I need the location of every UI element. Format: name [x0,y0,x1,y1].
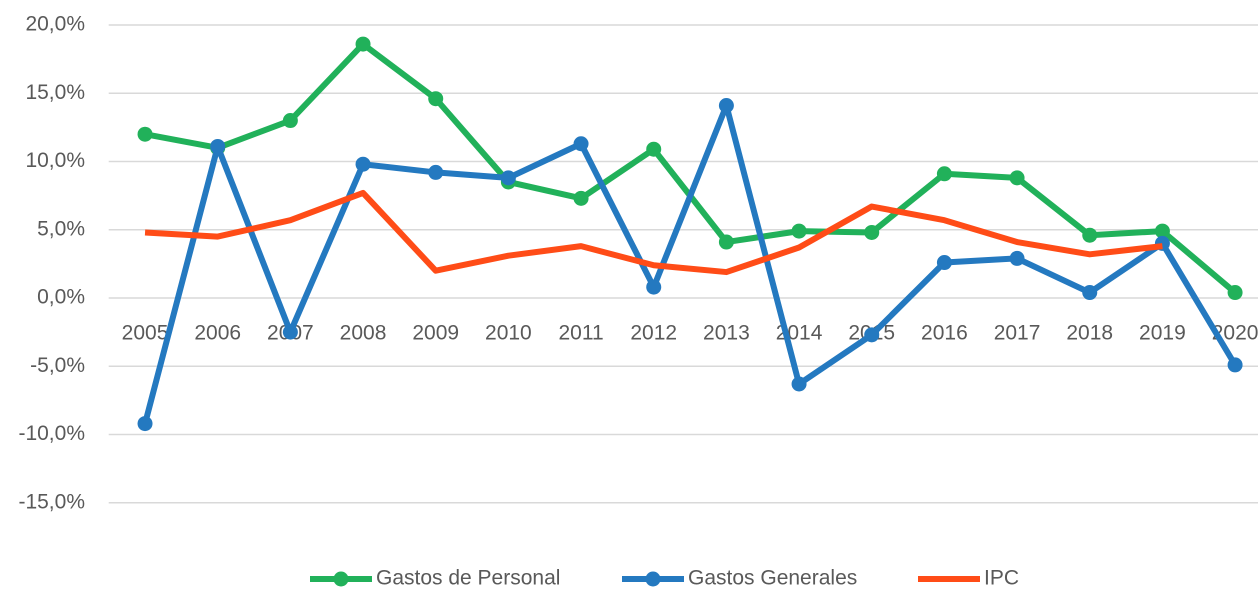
x-tick-label: 2005 [122,322,169,345]
x-tick-label: 2020 [1212,322,1258,345]
data-point [282,324,298,340]
x-tick-label: 2018 [1066,322,1113,345]
data-point [1009,170,1025,186]
data-point [428,91,444,107]
y-tick-label: 15,0% [25,81,85,104]
y-tick-label: 20,0% [25,13,85,36]
legend-label: Gastos Generales [688,567,857,590]
data-point [1227,285,1243,301]
data-point [282,113,298,129]
y-tick-label: 0,0% [37,286,85,309]
data-point [355,156,371,172]
data-point [864,224,880,240]
data-point [864,327,880,343]
data-point [936,255,952,271]
data-point [646,279,662,295]
data-point [500,170,516,186]
x-tick-label: 2019 [1139,322,1186,345]
data-point [428,164,444,180]
data-point [573,136,589,152]
x-tick-label: 2011 [558,322,603,345]
series-line [144,41,1238,295]
data-point [1154,223,1170,239]
data-point [137,126,153,142]
legend-marker [645,571,661,587]
x-tick-label: 2009 [412,322,459,345]
y-tick-label: -5,0% [30,354,85,377]
data-point [1082,227,1098,243]
y-tick-label: -15,0% [18,490,85,513]
data-point [1009,250,1025,266]
data-point [791,376,807,392]
legend-label: IPC [984,567,1019,590]
data-point [646,141,662,157]
y-tick-label: 10,0% [25,149,85,172]
x-tick-label: 2012 [630,322,677,345]
series-line [144,189,1163,276]
x-tick-label: 2016 [921,322,968,345]
x-tick-label: 2017 [994,322,1041,345]
legend-label: Gastos de Personal [376,567,560,590]
data-point [355,36,371,52]
series-line [142,102,1238,425]
data-point [718,98,734,114]
data-point [573,190,589,206]
data-point [137,416,153,432]
data-point [791,223,807,239]
y-tick-label: 5,0% [37,217,85,240]
y-tick-label: -10,0% [18,422,85,445]
x-tick-label: 2008 [340,322,387,345]
data-point [936,166,952,182]
data-point [1082,285,1098,301]
x-tick-label: 2013 [703,322,750,345]
data-point [210,138,226,154]
x-tick-label: 2010 [485,322,532,345]
data-point [1227,357,1243,373]
data-point [718,234,734,250]
x-tick-label: 2006 [194,322,241,345]
legend-marker [333,571,349,587]
